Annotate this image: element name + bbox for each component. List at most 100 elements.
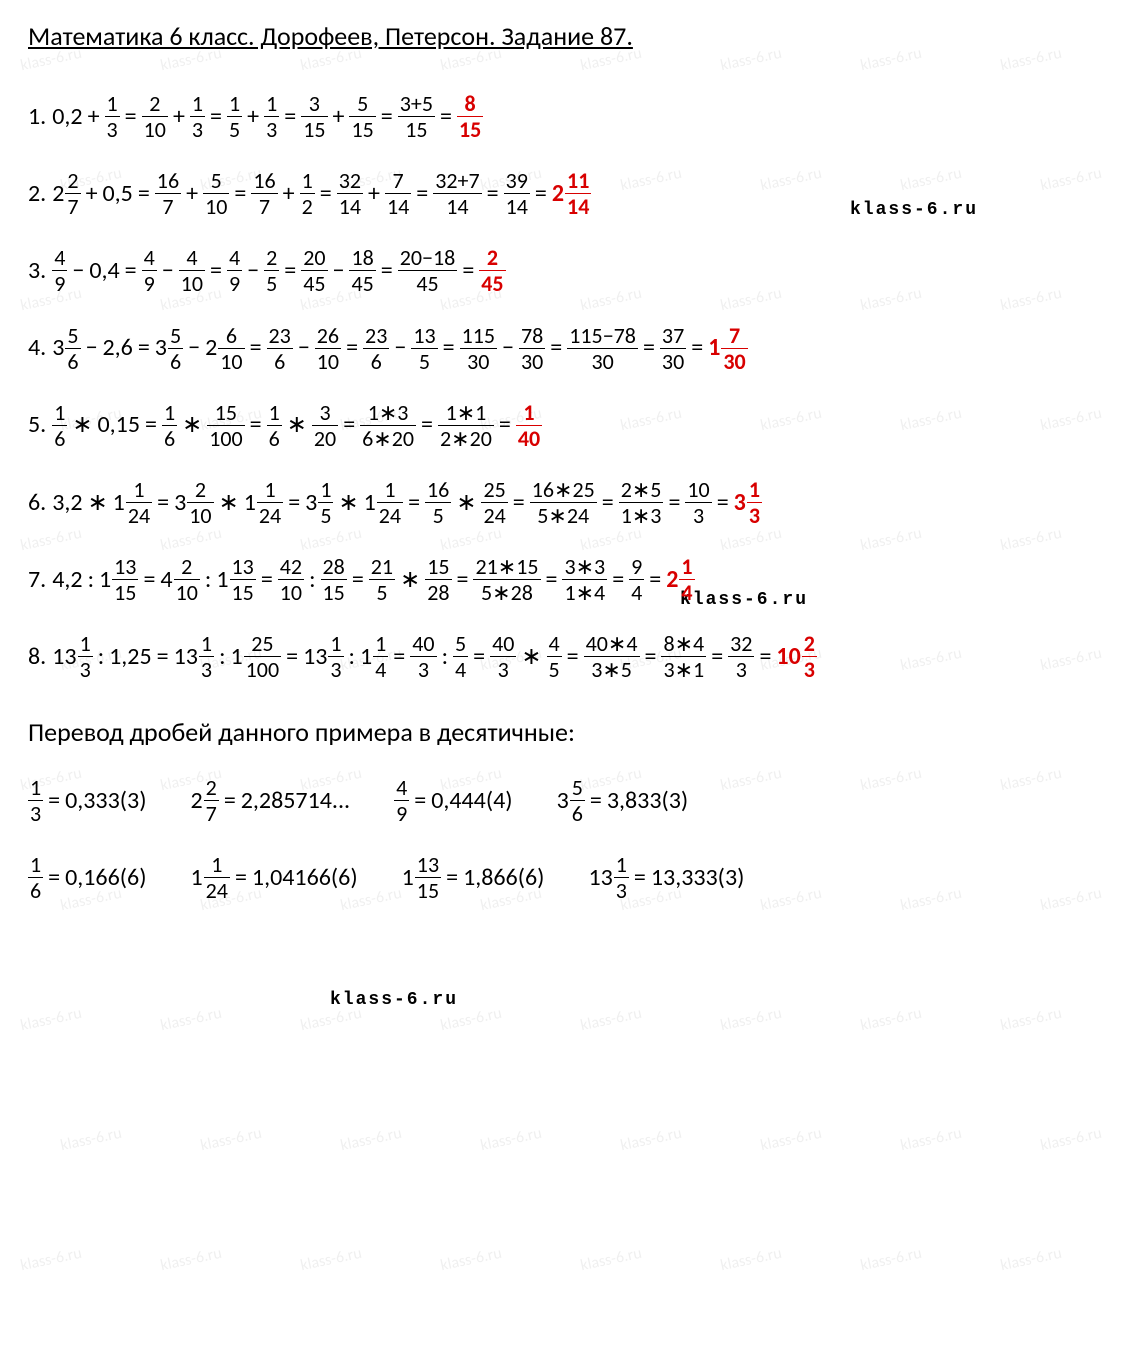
operator: :: [200, 568, 216, 592]
operator: =: [403, 491, 425, 515]
watermark: klass-6.ru: [1039, 1124, 1104, 1156]
operator: =: [530, 182, 552, 206]
mixed-number: 356: [557, 776, 585, 825]
fraction-token: 215: [369, 555, 395, 604]
operator: =: [640, 645, 662, 669]
mixed-number: 1124: [113, 478, 152, 527]
fraction: 124: [377, 478, 403, 527]
operator: −: [389, 336, 411, 360]
fraction: 3914: [504, 169, 530, 218]
operator: =: [245, 336, 267, 360]
conversion-item: 1313=13,333(3): [588, 853, 744, 902]
fraction: 11530: [460, 324, 497, 373]
fraction-token: 210: [142, 92, 168, 141]
fraction: 210: [187, 478, 213, 527]
fraction-token: 236: [363, 324, 389, 373]
mixed-number: 3210: [174, 478, 213, 527]
conversion-item: 1124=1,04166(6): [190, 853, 357, 902]
fraction: 1114: [565, 169, 591, 218]
watermark: klass-6.ru: [999, 1004, 1064, 1036]
fraction: 236: [267, 324, 293, 373]
fraction-token: 21∗155∗28: [473, 555, 540, 604]
fraction-token: 115−7830: [567, 324, 638, 373]
operator: ∗: [395, 568, 425, 592]
fraction: 124: [257, 478, 283, 527]
fraction-token: 2524: [481, 478, 507, 527]
fraction-token: 103: [685, 478, 711, 527]
fraction: 13: [328, 632, 343, 681]
operator: =: [435, 105, 457, 129]
mixed-number: 1124: [364, 478, 403, 527]
fraction-token: 25: [264, 246, 279, 295]
watermark: klass-6.ru: [719, 1004, 784, 1036]
fraction-token: 165: [425, 478, 451, 527]
number: 0,2: [52, 105, 82, 129]
equation-line: 3.49−0,4=49−410=49−25=2045−1845=20−1845=…: [28, 246, 1107, 295]
fraction: 13: [614, 853, 629, 902]
decimal-value: 1,04166(6): [252, 863, 358, 892]
equation-line: 1.0,2+13=210+13=15+13=315+515=3+515=815: [28, 92, 1107, 141]
fraction-token: 7830: [519, 324, 545, 373]
fraction: 13: [747, 478, 762, 527]
operator: =: [230, 863, 252, 892]
operator: =: [438, 336, 460, 360]
operator: +: [278, 182, 300, 206]
fraction: 27: [65, 169, 80, 218]
fraction-token: 45: [547, 632, 562, 681]
fraction: 167: [251, 169, 277, 218]
mixed-number: 1124: [244, 478, 283, 527]
fraction-token: 16: [267, 401, 282, 450]
problem-label: 7.: [28, 568, 52, 592]
operator: =: [279, 105, 301, 129]
operator: :: [93, 645, 109, 669]
operator: ∗: [177, 413, 207, 437]
operator: =: [494, 413, 516, 437]
fraction-token: 167: [251, 169, 277, 218]
operator: +: [81, 182, 103, 206]
operator: =: [508, 491, 530, 515]
operator: =: [416, 413, 438, 437]
operator: =: [457, 259, 479, 283]
mixed-number: 1313: [303, 632, 343, 681]
operator: :: [214, 645, 230, 669]
operator: +: [328, 105, 350, 129]
operator: =: [245, 413, 267, 437]
operator: =: [120, 259, 142, 283]
operator: =: [468, 645, 490, 669]
conversion-item: 227=2,285714...: [190, 776, 350, 825]
operator: −: [67, 259, 89, 283]
fraction: 16∗255∗24: [530, 478, 597, 527]
operator: :: [83, 568, 99, 592]
fraction-token: 16∗255∗24: [530, 478, 597, 527]
decimal-value: 3,833(3): [607, 786, 688, 815]
operator: =: [205, 259, 227, 283]
fraction-token: 3∗31∗4: [562, 555, 607, 604]
fraction: 13: [264, 92, 279, 141]
fraction: 730: [721, 324, 747, 373]
number: 0,4: [89, 259, 119, 283]
mixed-number: 313: [734, 478, 762, 527]
fraction-token: 2610: [315, 324, 341, 373]
fraction-token: 167: [155, 169, 181, 218]
fraction: 45: [547, 632, 562, 681]
mixed-number: 4210: [160, 555, 199, 604]
operator: ∗: [282, 413, 312, 437]
number: 1,25: [109, 645, 151, 669]
operator: −: [242, 259, 264, 283]
operator: ∗: [333, 491, 363, 515]
operator: =: [644, 568, 666, 592]
mixed-number: 11315: [216, 555, 255, 604]
operator: −: [157, 259, 179, 283]
fraction-token: 510: [203, 169, 229, 218]
fraction-token: 3730: [660, 324, 686, 373]
fraction: 315: [301, 92, 327, 141]
operator: =: [376, 105, 398, 129]
number: 0,5: [103, 182, 133, 206]
fraction-token: 245: [479, 246, 505, 295]
operator: =: [120, 105, 142, 129]
operator: =: [281, 645, 303, 669]
watermark: klass-6.ru: [999, 1244, 1064, 1276]
fraction: 13: [190, 92, 205, 141]
fraction-token: 15: [227, 92, 242, 141]
problem-label: 3.: [28, 259, 52, 283]
